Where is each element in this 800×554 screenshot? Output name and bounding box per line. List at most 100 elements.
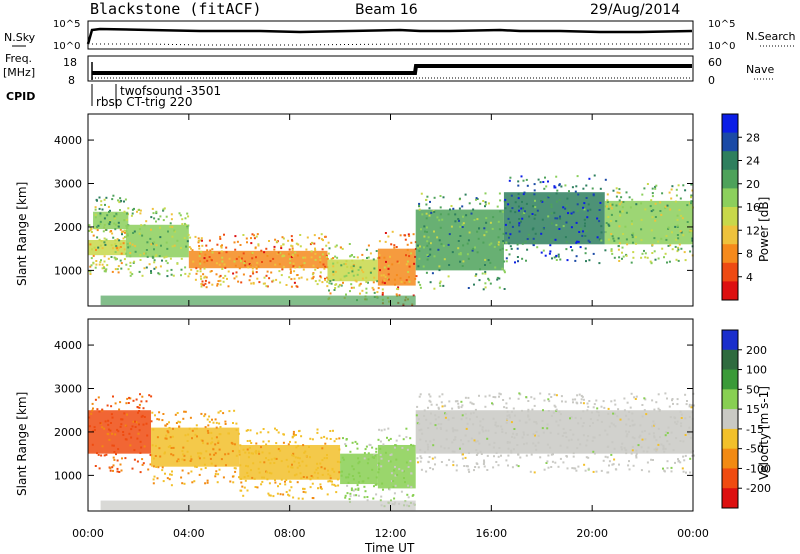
echo-pixel [255, 267, 258, 270]
echo-pixel [418, 429, 421, 432]
echo-pixel [329, 474, 332, 477]
echo-pixel [662, 448, 665, 451]
echo-pixel [138, 406, 141, 409]
echo-pixel [165, 437, 168, 440]
echo-pixel [129, 245, 132, 248]
echo-pixel [326, 493, 329, 496]
echo-pixel [294, 266, 297, 269]
echo-pixel [278, 270, 281, 273]
echo-pixel [533, 183, 536, 186]
echo-pixel [141, 274, 144, 277]
echo-pixel [543, 399, 546, 402]
echo-pixel [677, 458, 679, 461]
echo-pixel [452, 428, 455, 431]
echo-pixel [165, 434, 168, 437]
echo-pixel [159, 265, 162, 268]
echo-pixel [118, 239, 121, 242]
echo-pixel [542, 409, 544, 412]
echo-pixel [671, 185, 674, 188]
echo-pixel [96, 452, 98, 455]
echo-pixel [454, 436, 457, 439]
echo-pixel [105, 453, 108, 456]
echo-pixel [568, 190, 570, 193]
echo-pixel [542, 431, 545, 434]
echo-pixel [362, 271, 365, 274]
velocity-echo-marks [88, 392, 695, 511]
echo-pixel [631, 236, 634, 239]
echo-pixel [158, 418, 161, 421]
echo-pixel [410, 443, 413, 446]
echo-pixel [204, 275, 207, 278]
echo-pixel [604, 429, 607, 432]
echo-pixel [110, 405, 113, 408]
echo-pixel [437, 248, 440, 251]
power-colorbar-label: Power [dB] [757, 197, 771, 262]
echo-pixel [255, 271, 258, 274]
echo-pixel [474, 466, 477, 468]
echo-pixel [240, 257, 243, 260]
colorbar-tick-label: 16 [746, 201, 760, 214]
echo-pixel [562, 206, 565, 209]
echo-pixel [180, 247, 182, 249]
echo-pixel [431, 272, 434, 275]
echo-pixel [209, 453, 212, 456]
echo-pixel [515, 433, 518, 435]
echo-pixel [240, 477, 243, 480]
echo-pixel [201, 280, 204, 283]
echo-pixel [653, 423, 656, 426]
echo-pixel [238, 255, 241, 258]
echo-pixel [350, 283, 353, 286]
echo-pixel [139, 259, 142, 261]
echo-pixel [481, 426, 484, 429]
echo-pixel [482, 418, 485, 421]
echo-pixel [505, 260, 508, 263]
echo-pixel [555, 409, 558, 412]
echo-pixel [625, 452, 628, 455]
echo-pixel [320, 233, 323, 236]
echo-pixel [666, 440, 669, 443]
echo-pixel [268, 494, 271, 497]
echo-pixel [483, 234, 486, 237]
echo-pixel [227, 432, 230, 435]
echo-pixel [553, 256, 556, 259]
echo-pixel [465, 417, 468, 420]
echo-pixel [457, 405, 460, 408]
echo-pixel [552, 411, 555, 414]
echo-pixel [646, 183, 649, 185]
echo-pixel [156, 436, 159, 439]
echo-pixel [178, 212, 181, 215]
echo-pixel [218, 448, 221, 451]
echo-pixel [517, 180, 520, 183]
echo-pixel [606, 193, 609, 196]
echo-pixel [97, 453, 100, 456]
plot-title: Blackstone (fitACF) [90, 0, 262, 18]
echo-pixel [506, 410, 509, 413]
echo-pixel [178, 425, 181, 428]
echo-pixel [526, 184, 529, 187]
echo-pixel [336, 460, 339, 463]
echo-pixel [524, 240, 527, 243]
echo-pixel [294, 251, 297, 254]
echo-pixel [627, 418, 630, 421]
echo-pixel [386, 436, 388, 439]
echo-pixel [522, 207, 525, 210]
echo-pixel [383, 279, 386, 282]
echo-pixel [439, 284, 442, 287]
echo-pixel [603, 406, 606, 409]
echo-pixel [244, 479, 247, 482]
echo-pixel [275, 429, 278, 432]
echo-pixel [680, 417, 683, 419]
echo-pixel [680, 247, 683, 250]
echo-pixel [375, 450, 378, 453]
echo-pixel [679, 461, 682, 464]
echo-pixel [504, 432, 507, 435]
echo-pixel [580, 401, 582, 404]
echo-pixel [548, 393, 551, 396]
echo-pixel [206, 481, 209, 484]
echo-pixel [291, 454, 294, 457]
echo-pixel [186, 212, 189, 215]
echo-pixel [484, 272, 487, 275]
echo-pixel [366, 499, 369, 502]
echo-pixel [293, 474, 296, 477]
echo-pixel [479, 202, 482, 205]
